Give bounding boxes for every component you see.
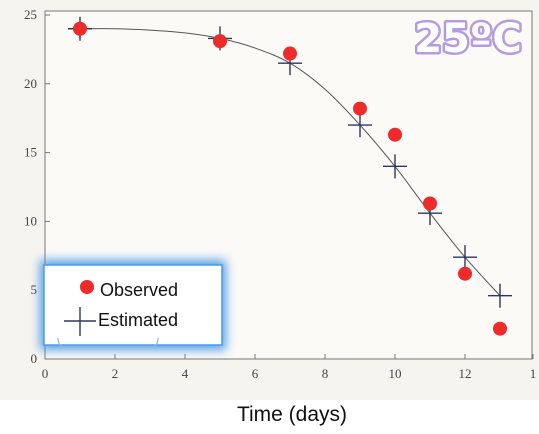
observed-point — [213, 34, 227, 49]
y-tick-label: 0 — [31, 351, 38, 366]
observed-point — [423, 196, 437, 211]
x-axis-label: Time (days) — [237, 403, 347, 426]
observed-point — [353, 101, 367, 116]
legend-estimated-label: Estimated — [98, 310, 178, 330]
legend-estimated-marker — [64, 307, 96, 336]
x-tick-label: 10 — [389, 366, 402, 381]
x-tick-label: 8 — [322, 366, 329, 381]
estimated-point — [453, 245, 477, 270]
legend-observed-marker — [80, 280, 94, 294]
observed-point — [493, 321, 507, 336]
x-tick-label: 2 — [112, 366, 119, 381]
observed-point — [283, 46, 297, 61]
temperature-badge: 25ºC — [414, 16, 522, 62]
x-tick-label: 1 — [530, 366, 537, 381]
x-axis: 0 2 4 6 8 10 12 1 — [42, 354, 537, 381]
estimated-series — [68, 16, 512, 308]
estimated-point — [488, 283, 512, 308]
y-tick-label: 15 — [24, 145, 37, 160]
observed-point — [458, 266, 472, 281]
observed-point — [73, 21, 87, 36]
y-tick-label: 5 — [31, 282, 38, 297]
y-tick-label: 25 — [24, 7, 37, 22]
x-tick-label: 12 — [459, 366, 472, 381]
legend: Observed Estimated — [40, 260, 226, 350]
observed-series — [73, 21, 507, 336]
x-tick-label: 6 — [252, 366, 259, 381]
legend-box — [43, 264, 223, 346]
estimated-point — [383, 154, 407, 179]
y-tick-label: 20 — [24, 76, 37, 91]
x-tick-label: 0 — [42, 366, 49, 381]
page-bottom — [0, 400, 539, 434]
x-tick-label: 4 — [182, 366, 189, 381]
legend-old-bracket — [57, 337, 159, 348]
observed-point — [388, 127, 402, 142]
estimated-point — [348, 113, 372, 138]
legend-observed-label: Observed — [100, 280, 178, 300]
y-tick-label: 10 — [24, 213, 37, 228]
